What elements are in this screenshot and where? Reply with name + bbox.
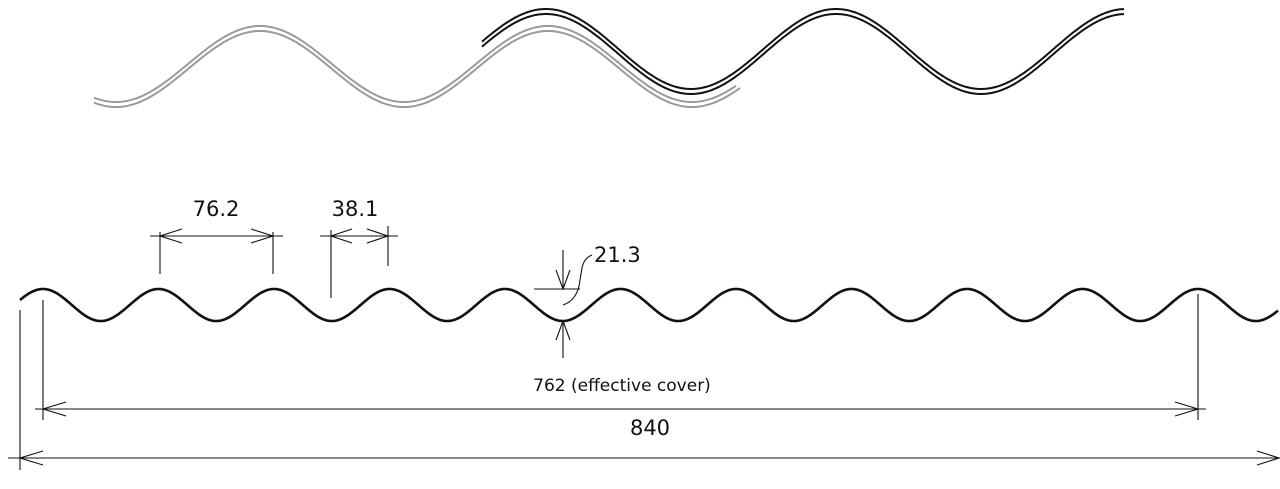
- overlap-sheet: [481, 8, 1125, 95]
- overall-width-arrow-right: [1256, 450, 1280, 466]
- depth-arrow-bottom: [555, 319, 571, 341]
- overall-width-dimension: 840: [8, 310, 1280, 470]
- effective-cover-dimension: 762 (effective cover): [35, 294, 1206, 420]
- depth-label: 21.3: [594, 243, 641, 267]
- pitch-label: 76.2: [193, 197, 240, 221]
- overlap-sheet-outer-line: [481, 8, 1125, 90]
- underlap-sheet: [93, 25, 741, 108]
- sheet-profile: [19, 287, 1279, 323]
- depth-dimension: 21.3: [534, 243, 641, 358]
- overall-width-arrow-left: [18, 450, 44, 466]
- half-pitch-arrow-right: [366, 228, 390, 244]
- half-pitch-dimension: 38.1: [320, 197, 398, 298]
- half-pitch-label: 38.1: [332, 197, 379, 221]
- overall-width-label: 840: [630, 416, 670, 440]
- overlap-sheet-inner-line: [481, 13, 1125, 95]
- underlap-sheet-outer-line: [93, 25, 737, 103]
- effective-cover-arrow-right: [1174, 401, 1200, 417]
- half-pitch-arrow-left: [329, 228, 353, 244]
- overlap-illustration: [93, 8, 1125, 108]
- pitch-arrow-left: [158, 228, 183, 244]
- depth-arrow-top: [555, 269, 571, 291]
- depth-label-leader: [562, 254, 593, 306]
- underlap-sheet-inner-line: [93, 30, 741, 108]
- effective-cover-label: 762 (effective cover): [533, 376, 711, 396]
- pitch-dimension: 76.2: [150, 197, 283, 274]
- pitch-arrow-right: [250, 228, 275, 244]
- effective-cover-arrow-left: [41, 401, 67, 417]
